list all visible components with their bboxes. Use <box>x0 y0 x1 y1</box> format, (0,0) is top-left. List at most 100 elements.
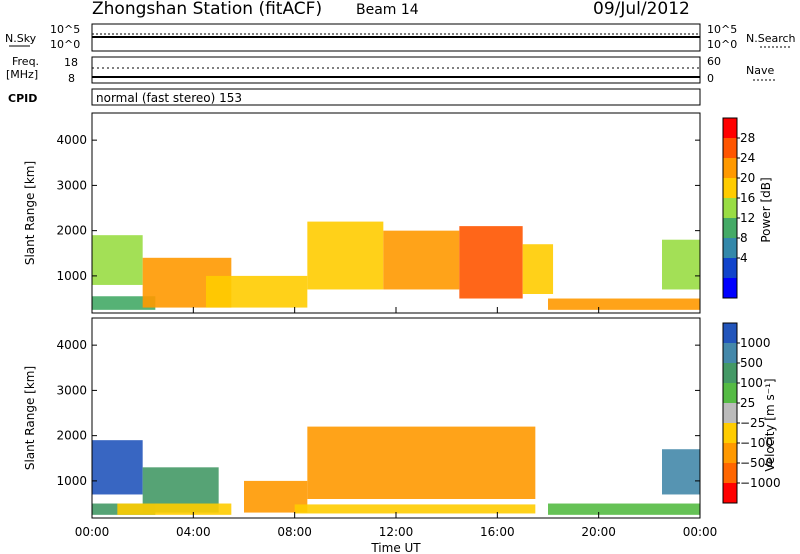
power-colorbar: 28 24 20 16 12 8 4 <box>722 117 755 299</box>
velocity-colorbar-frame <box>722 322 738 504</box>
velocity-y-tick-label-2: 3000 <box>56 383 87 397</box>
nsky-tick-top: 10^5 <box>50 23 80 36</box>
velocity-echo-region-0 <box>92 440 143 495</box>
velocity-colorbar-segment-4 <box>723 403 737 424</box>
velocity-y-tick-label-0: 1000 <box>56 474 87 488</box>
velocity-colorbar-label-6: −500 <box>740 456 773 470</box>
power-echo-region-8 <box>548 298 700 310</box>
velocity-colorbar-label-0: 1000 <box>740 336 771 350</box>
velocity-panel: 1000 2000 3000 4000 Slant Range [km] 1000 50… <box>23 317 781 519</box>
x-tick-label-1: 04:00 <box>176 525 211 539</box>
power-y-ticks: 1000 2000 3000 4000 <box>56 133 701 313</box>
power-colorbar-label-0: 28 <box>740 131 755 145</box>
power-colorbar-frame <box>722 117 738 299</box>
x-tick-label-3: 12:00 <box>379 525 414 539</box>
velocity-y-tick-label-3: 4000 <box>56 338 87 352</box>
power-y-axis-label: Slant Range [km] <box>23 161 37 265</box>
velocity-y-ticks: 1000 2000 3000 4000 <box>56 338 701 518</box>
velocity-echo-region-3 <box>117 503 232 515</box>
nsearch-label: N.Search <box>746 32 796 45</box>
beam-label: Beam 14 <box>356 2 419 18</box>
freq-tick-top: 18 <box>64 56 78 69</box>
power-colorbar-segment-0 <box>723 118 737 139</box>
power-echo-region-0 <box>92 296 156 310</box>
velocity-echo-region-6 <box>294 504 536 514</box>
nsky-panel: N.Sky 10^5 10^0 10^5 10^0 N.Search <box>5 23 796 52</box>
power-panel: 1000 2000 3000 4000 Slant Range [km] 28 24 20… <box>23 112 773 314</box>
cpid-panel: normal (fast stereo) 153 CPID <box>8 88 701 106</box>
power-colorbar-segment-4 <box>723 198 737 219</box>
velocity-echo-region-7 <box>548 503 700 515</box>
x-axis-label: Time UT <box>370 541 421 554</box>
velocity-colorbar-segment-2 <box>723 363 737 384</box>
power-y-tick-label-3: 4000 <box>56 133 87 147</box>
x-tick-label-4: 16:00 <box>480 525 515 539</box>
velocity-colorbar-label-2: 100 <box>740 376 763 390</box>
velocity-colorbar-segment-3 <box>723 383 737 404</box>
velocity-colorbar-segment-0 <box>723 323 737 344</box>
freq-label-1: Freq. <box>12 55 39 68</box>
nave-tick-bottom: 0 <box>707 72 714 85</box>
power-colorbar-segment-1 <box>723 138 737 159</box>
power-echo-region-3 <box>206 275 308 308</box>
power-echo-region-1 <box>92 235 143 285</box>
velocity-colorbar-label-5: −100 <box>740 436 773 450</box>
cpid-text: normal (fast stereo) 153 <box>96 91 242 105</box>
power-colorbar-label-2: 20 <box>740 171 755 185</box>
velocity-colorbar-segment-6 <box>723 443 737 464</box>
x-tick-label-5: 20:00 <box>581 525 616 539</box>
power-colorbar-segment-3 <box>723 178 737 199</box>
freq-label-2: [MHz] <box>6 68 38 81</box>
velocity-colorbar-segment-1 <box>723 343 737 364</box>
power-echo-region-9 <box>662 239 700 290</box>
velocity-heatmap <box>92 426 700 515</box>
power-echo-region-7 <box>522 244 554 294</box>
power-colorbar-label-4: 12 <box>740 211 755 225</box>
power-colorbar-label-1: 24 <box>740 151 755 165</box>
velocity-colorbar-segment-8 <box>723 483 737 504</box>
x-tick-label-6: 00:00 <box>683 525 718 539</box>
x-tick-label-0: 00:00 <box>75 525 110 539</box>
power-colorbar-segment-8 <box>723 278 737 299</box>
x-tick-label-2: 08:00 <box>277 525 312 539</box>
power-echo-region-5 <box>383 230 460 290</box>
velocity-colorbar-segment-5 <box>723 423 737 444</box>
nave-tick-top: 60 <box>707 55 721 68</box>
power-colorbar-segment-5 <box>723 218 737 239</box>
power-y-tick-label-1: 2000 <box>56 224 87 238</box>
nsearch-tick-bottom: 10^0 <box>707 38 737 51</box>
power-y-tick-label-0: 1000 <box>56 269 87 283</box>
power-heatmap <box>92 221 700 310</box>
cpid-label: CPID <box>8 92 37 105</box>
power-colorbar-segment-7 <box>723 258 737 279</box>
freq-tick-bottom: 8 <box>68 72 75 85</box>
power-colorbar-label: Power [dB] <box>759 177 773 242</box>
velocity-y-axis-label: Slant Range [km] <box>23 366 37 470</box>
power-colorbar-label-6: 4 <box>740 251 748 265</box>
power-colorbar-segment-2 <box>723 158 737 179</box>
nave-label: Nave <box>746 64 774 77</box>
velocity-colorbar-label-4: −25 <box>740 416 765 430</box>
time-x-ticks: 00:00 04:00 08:00 12:00 16:00 20:00 00:00 <box>75 525 718 539</box>
velocity-colorbar-segment-7 <box>723 463 737 484</box>
power-echo-region-6 <box>459 226 523 299</box>
velocity-echo-region-5 <box>307 426 536 499</box>
power-colorbar-label-3: 16 <box>740 191 755 205</box>
velocity-echo-region-8 <box>662 449 700 495</box>
freq-panel: Freq. [MHz] 18 8 60 0 Nave <box>6 55 776 85</box>
plot-title: Zhongshan Station (fitACF) <box>92 0 323 19</box>
date-label: 09/Jul/2012 <box>593 0 690 19</box>
power-colorbar-label-5: 8 <box>740 231 748 245</box>
power-echo-region-4 <box>307 221 384 290</box>
power-colorbar-segment-6 <box>723 238 737 259</box>
velocity-colorbar-label-7: −1000 <box>740 476 781 490</box>
nsky-label: N.Sky <box>5 32 37 45</box>
velocity-colorbar-label-3: 25 <box>740 396 755 410</box>
velocity-colorbar: 1000 500 100 25 −25 −100 −500 −1000 <box>722 322 781 504</box>
power-y-tick-label-2: 3000 <box>56 178 87 192</box>
velocity-y-tick-label-1: 2000 <box>56 429 87 443</box>
nsky-tick-bottom: 10^0 <box>50 38 80 51</box>
velocity-colorbar-label: Velocity [m s⁻¹] <box>763 378 777 471</box>
nsearch-tick-top: 10^5 <box>707 23 737 36</box>
